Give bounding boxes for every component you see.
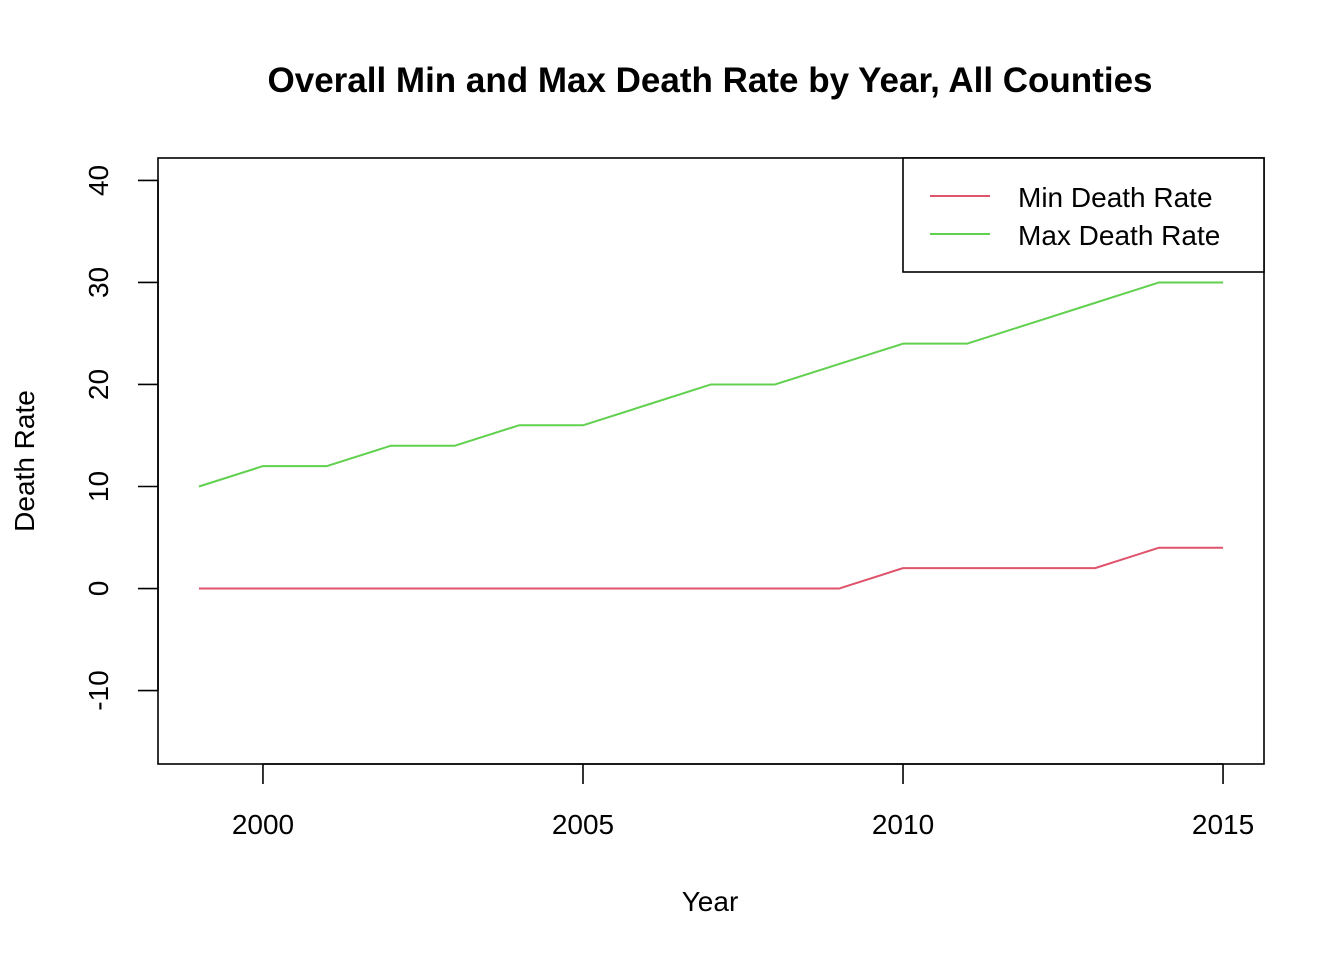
y-tick-label: 0 (83, 581, 114, 597)
y-tick-label: 40 (83, 165, 114, 196)
legend-label-min-death-rate: Min Death Rate (1018, 182, 1213, 213)
legend: Min Death Rate Max Death Rate (902, 157, 1265, 273)
x-tick-label: 2005 (552, 809, 614, 840)
y-tick-label: 10 (83, 471, 114, 502)
x-axis: 2000 2005 2010 2015 (232, 763, 1254, 840)
series-line-max-death-rate (198, 281, 1224, 488)
x-tick-label: 2000 (232, 809, 294, 840)
x-axis-label: Year (682, 886, 739, 917)
legend-box (902, 157, 1265, 273)
x-tick-label: 2015 (1192, 809, 1254, 840)
series-layer (198, 281, 1224, 590)
legend-label-max-death-rate: Max Death Rate (1018, 220, 1220, 251)
y-tick-label: 20 (83, 369, 114, 400)
x-tick-label: 2010 (872, 809, 934, 840)
y-axis: -10 0 10 20 30 40 (83, 165, 159, 711)
chart-title: Overall Min and Max Death Rate by Year, … (268, 61, 1153, 100)
y-tick-label: -10 (83, 670, 114, 710)
y-axis-label: Death Rate (9, 390, 40, 532)
series-line-min-death-rate (198, 546, 1224, 590)
y-tick-label: 30 (83, 267, 114, 298)
